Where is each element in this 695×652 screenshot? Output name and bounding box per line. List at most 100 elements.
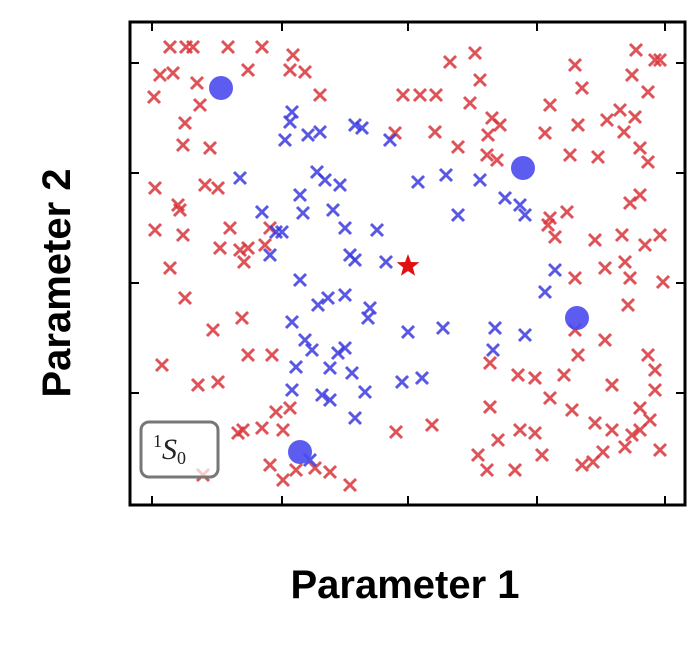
cross-point [312,124,328,140]
cross-point [587,415,603,431]
cross-point [570,347,586,363]
cross-point [652,52,668,68]
cross-point [230,425,246,441]
cross-point [574,80,590,96]
cross-point [517,327,533,343]
cross-point [556,367,572,383]
cross-point [147,222,163,238]
cross-point [337,220,353,236]
cross-point [640,84,656,100]
cross-point [369,222,385,238]
cross-point [202,140,218,156]
cross-point [268,404,284,420]
series [396,254,420,276]
cross-point [622,195,638,211]
cross-point [175,227,191,243]
cross-point [597,260,613,276]
cross-point [197,177,213,193]
cross-point [354,120,370,136]
cross-point [647,52,663,68]
annotation-box [139,420,220,479]
cross-point [292,272,308,288]
cross-point [512,197,528,213]
circle-point [511,156,535,180]
cross-point [310,297,326,313]
cross-point [295,205,311,221]
cross-point [472,72,488,88]
cross-point [412,87,428,103]
cross-point [234,310,250,326]
cross-point [282,400,298,416]
cross-point [277,132,293,148]
cross-point [590,149,606,165]
cross-point [647,382,663,398]
cross-point [395,87,411,103]
cross-point [597,332,613,348]
cross-point [637,237,653,253]
cross-point [435,320,451,336]
cross-point [442,54,458,70]
cross-point [284,314,300,330]
cross-point [152,67,168,83]
annotation-sub: 0 [177,448,186,468]
cross-point [378,254,394,270]
cross-point [162,39,178,55]
cross-point [542,390,558,406]
cross-point [640,154,656,170]
cross-point [347,252,363,268]
cross-point [507,462,523,478]
cross-point [547,262,563,278]
cross-point [628,42,644,58]
cross-point [264,347,280,363]
annotation: 1S0 [153,431,186,468]
cross-point [617,439,633,455]
cross-point [480,127,496,143]
cross-point [288,462,304,478]
cross-point [292,187,308,203]
cross-point [482,355,498,371]
cross-point [172,202,188,218]
annotation-sup: 1 [153,431,162,451]
cross-point [297,332,313,348]
cross-point [450,139,466,155]
cross-point [297,64,313,80]
cross-point [479,462,495,478]
cross-point [307,460,323,476]
cross-point [322,392,338,408]
cross-point [189,75,205,91]
cross-point [212,240,228,256]
cross-point [564,402,580,418]
cross-point [322,360,338,376]
cross-point [438,167,454,183]
cross-point [428,87,444,103]
cross-point [240,347,256,363]
circle-point [209,76,233,100]
cross-point [185,39,201,55]
cross-point [640,347,656,363]
cross-point [257,237,273,253]
cross-point [275,422,291,438]
cross-point [427,124,443,140]
cross-point [205,322,221,338]
cross-point [652,227,668,243]
cross-point [262,457,278,473]
x-axis-label: Parameter 1 [290,563,519,607]
cross-point [620,297,636,313]
cross-point [570,117,586,133]
cross-point [254,204,270,220]
cross-point [177,290,193,306]
cross-point [282,62,298,78]
cross-point [300,127,316,143]
cross-point [510,367,526,383]
cross-point [210,374,226,390]
cross-point [347,410,363,426]
cross-point [360,310,376,326]
cross-point [282,114,298,130]
star-point [396,254,420,276]
cross-point [537,284,553,300]
cross-point [567,270,583,286]
cross-point [567,57,583,73]
cross-point [232,170,248,186]
cross-point [274,224,290,240]
